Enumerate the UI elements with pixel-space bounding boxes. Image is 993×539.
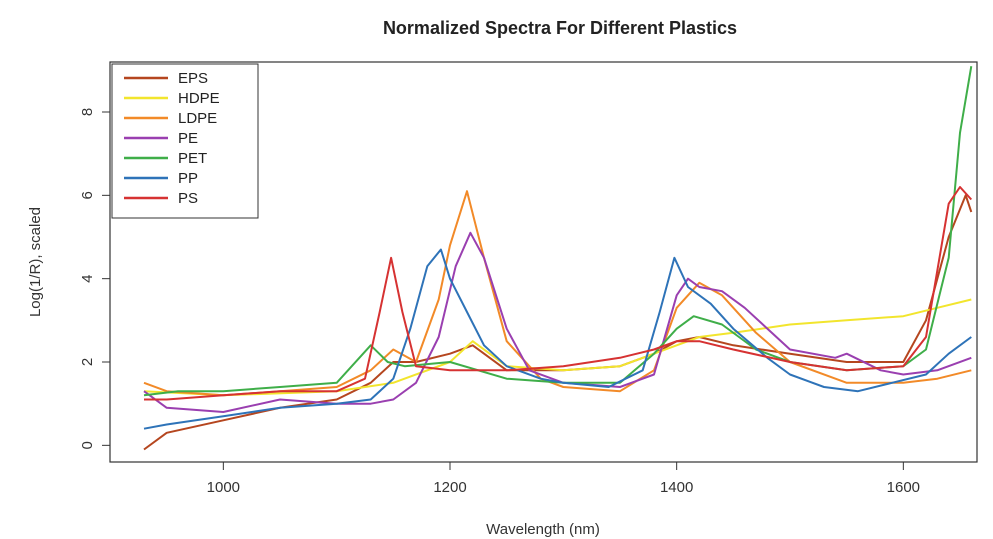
series-line-pp [143, 248, 972, 430]
chart-title: Normalized Spectra For Different Plastic… [383, 18, 737, 38]
series-line-ps [144, 186, 973, 401]
series-line-ldpe [143, 190, 972, 397]
y-axis: 0 2 4 6 8 [79, 108, 110, 450]
series-line-hdpe [143, 298, 972, 397]
legend: EPS HDPE LDPE PE PET PP PS [111, 63, 259, 219]
y-tick-label: 6 [79, 191, 96, 199]
legend-label-pp: PP [178, 170, 198, 187]
x-tick-label: 1000 [207, 479, 240, 496]
legend-label-pet: PET [178, 150, 207, 167]
legend-label-ldpe: LDPE [178, 110, 217, 127]
x-axis: 1000 1200 1400 1600 [207, 462, 920, 496]
y-tick-label: 8 [79, 108, 96, 116]
legend-label-pe: PE [178, 130, 198, 147]
legend-label-hdpe: HDPE [178, 90, 220, 107]
y-tick-label: 0 [79, 441, 96, 449]
plot-area [143, 66, 973, 451]
legend-label-ps: PS [178, 190, 198, 207]
series-line-eps [143, 194, 973, 451]
series-line-pet [143, 66, 973, 397]
y-tick-label: 2 [79, 358, 96, 366]
x-tick-label: 1200 [433, 479, 466, 496]
y-axis-label: Log(1/R), scaled [27, 207, 44, 317]
legend-box [111, 63, 259, 219]
x-tick-label: 1400 [660, 479, 693, 496]
legend-label-eps: EPS [178, 70, 208, 87]
plot-frame [109, 61, 978, 463]
x-axis-label: Wavelength (nm) [486, 521, 600, 538]
y-tick-label: 4 [79, 274, 96, 282]
x-tick-label: 1600 [887, 479, 920, 496]
